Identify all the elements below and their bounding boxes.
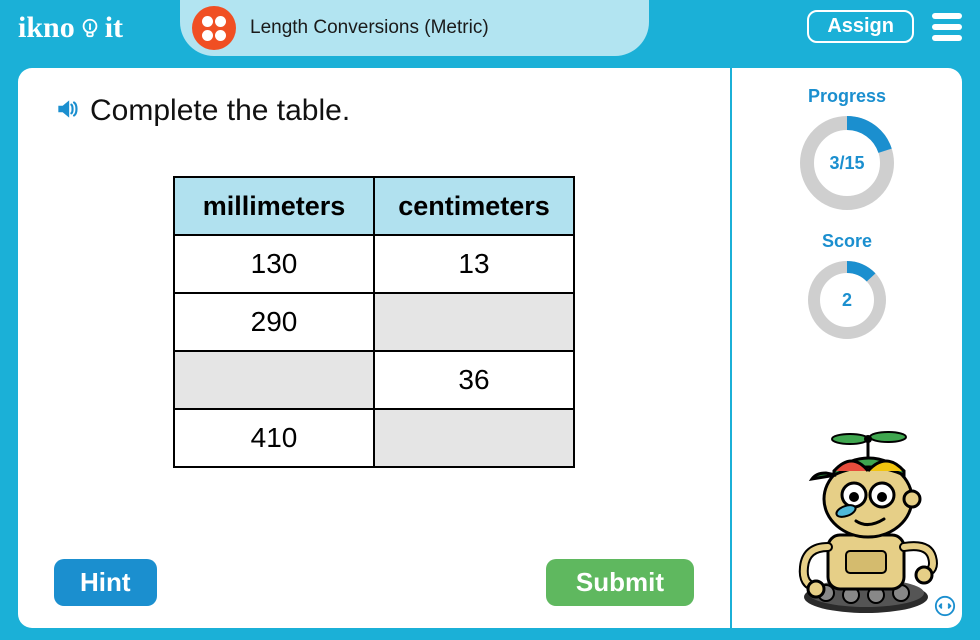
level-dot — [202, 16, 213, 27]
table-row: 36 — [174, 351, 574, 409]
submit-button[interactable]: Submit — [546, 559, 694, 606]
robot-mascot — [756, 417, 956, 622]
score-text: 2 — [805, 258, 889, 342]
column-header-cm: centimeters — [374, 177, 574, 235]
progress-label: Progress — [808, 86, 886, 107]
question-prompt: Complete the table. — [90, 94, 350, 128]
cm-cell: 13 — [374, 235, 574, 293]
table-row: 290 — [174, 293, 574, 351]
score-label: Score — [822, 231, 872, 252]
main-panel: Complete the table. millimeters centimet… — [18, 68, 732, 628]
table-row: 410 — [174, 409, 574, 467]
question-row: Complete the table. — [54, 94, 694, 128]
cm-input[interactable] — [379, 414, 569, 462]
action-row: Hint Submit — [54, 559, 694, 606]
speaker-icon[interactable] — [54, 96, 80, 127]
progress-text: 3/15 — [797, 113, 897, 213]
expand-icon[interactable] — [934, 595, 956, 622]
cm-cell[interactable] — [374, 293, 574, 351]
progress-ring: 3/15 — [797, 113, 897, 213]
mm-cell: 410 — [174, 409, 374, 467]
mm-input[interactable] — [179, 356, 369, 404]
table-row: 13013 — [174, 235, 574, 293]
brand-text-1: ikno — [18, 11, 75, 45]
topbar: iknoit Length Conversions (Metric) Assig… — [0, 0, 980, 56]
cm-cell[interactable] — [374, 409, 574, 467]
hint-button[interactable]: Hint — [54, 559, 157, 606]
level-badge[interactable] — [192, 6, 236, 50]
brand-logo[interactable]: iknoit — [18, 11, 123, 45]
level-dot — [215, 30, 226, 41]
score-ring: 2 — [805, 258, 889, 342]
app-root: iknoit Length Conversions (Metric) Assig… — [0, 0, 980, 640]
content-card: Complete the table. millimeters centimet… — [18, 68, 962, 628]
level-dot — [202, 30, 213, 41]
brand-text-2: it — [105, 11, 123, 45]
cm-cell: 36 — [374, 351, 574, 409]
mm-cell: 290 — [174, 293, 374, 351]
level-dot — [215, 16, 226, 27]
assign-button[interactable]: Assign — [807, 10, 914, 43]
bulb-icon — [79, 17, 101, 39]
topbar-right: Assign — [807, 10, 962, 43]
title-pill: Length Conversions (Metric) — [180, 0, 649, 56]
table-wrap: millimeters centimeters 1301329036410 — [54, 176, 694, 468]
conversion-table: millimeters centimeters 1301329036410 — [173, 176, 575, 468]
side-panel: Progress 3/15 Score 2 — [732, 68, 962, 628]
menu-icon[interactable] — [932, 13, 962, 41]
lesson-title: Length Conversions (Metric) — [250, 17, 489, 39]
mm-cell: 130 — [174, 235, 374, 293]
cm-input[interactable] — [379, 298, 569, 346]
column-header-mm: millimeters — [174, 177, 374, 235]
mm-cell[interactable] — [174, 351, 374, 409]
